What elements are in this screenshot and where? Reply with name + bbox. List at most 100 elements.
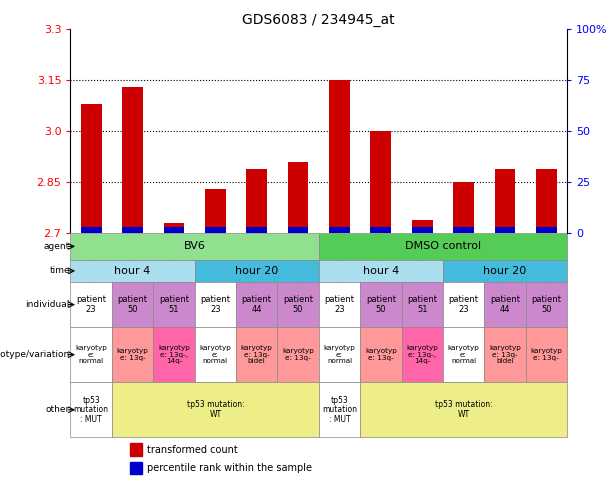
- Bar: [412, 227, 433, 233]
- Text: tp53
mutation
: MUT: tp53 mutation : MUT: [74, 396, 109, 424]
- Text: karyotyp
e: 13q-
bidel: karyotyp e: 13q- bidel: [489, 345, 521, 364]
- Bar: [164, 227, 185, 233]
- Bar: [370, 131, 391, 233]
- Text: patient
50: patient 50: [118, 295, 148, 314]
- Text: karyotyp
e:
normal: karyotyp e: normal: [199, 345, 231, 364]
- Bar: [70, 282, 112, 327]
- Bar: [319, 327, 360, 382]
- Text: patient
51: patient 51: [159, 295, 189, 314]
- Bar: [112, 382, 319, 437]
- Text: patient
50: patient 50: [283, 295, 313, 314]
- Bar: [495, 169, 516, 233]
- Text: genotype/variation: genotype/variation: [0, 350, 70, 359]
- Bar: [130, 462, 142, 474]
- Bar: [526, 327, 567, 382]
- Bar: [130, 443, 142, 456]
- Bar: [287, 162, 308, 233]
- Text: karyotyp
e:
normal: karyotyp e: normal: [324, 345, 356, 364]
- Bar: [277, 327, 319, 382]
- Bar: [360, 382, 567, 437]
- Bar: [453, 182, 474, 233]
- Bar: [277, 282, 319, 327]
- Bar: [360, 282, 402, 327]
- Bar: [412, 220, 433, 233]
- Bar: [536, 169, 557, 233]
- Bar: [443, 260, 567, 282]
- Text: tp53 mutation:
WT: tp53 mutation: WT: [186, 400, 244, 419]
- Bar: [164, 223, 185, 233]
- Text: karyotyp
e: 13q-: karyotyp e: 13q-: [530, 348, 562, 361]
- Text: karyotyp
e:
normal: karyotyp e: normal: [447, 345, 479, 364]
- Bar: [70, 260, 195, 282]
- Bar: [484, 327, 525, 382]
- Text: other: other: [46, 405, 70, 414]
- Bar: [246, 227, 267, 233]
- Bar: [122, 87, 143, 233]
- Text: individual: individual: [26, 300, 70, 309]
- Bar: [122, 227, 143, 233]
- Text: hour 20: hour 20: [235, 266, 278, 276]
- Text: tp53
mutation
: MUT: tp53 mutation : MUT: [322, 396, 357, 424]
- Bar: [195, 260, 319, 282]
- Text: BV6: BV6: [184, 242, 205, 252]
- Text: patient
44: patient 44: [242, 295, 272, 314]
- Text: patient
50: patient 50: [531, 295, 562, 314]
- Bar: [443, 327, 484, 382]
- Bar: [453, 227, 474, 233]
- Text: karyotyp
e: 13q-: karyotyp e: 13q-: [282, 348, 314, 361]
- Bar: [81, 227, 102, 233]
- Bar: [153, 327, 195, 382]
- Text: agent: agent: [44, 242, 70, 251]
- Bar: [370, 227, 391, 233]
- Bar: [205, 227, 226, 233]
- Bar: [536, 227, 557, 233]
- Text: tp53 mutation:
WT: tp53 mutation: WT: [435, 400, 492, 419]
- Text: DMSO control: DMSO control: [405, 242, 481, 252]
- Text: patient
23: patient 23: [449, 295, 479, 314]
- Bar: [70, 233, 319, 260]
- Text: patient
51: patient 51: [407, 295, 437, 314]
- Bar: [495, 227, 516, 233]
- Bar: [112, 327, 153, 382]
- Text: karyotyp
e: 13q-,
14q-: karyotyp e: 13q-, 14q-: [158, 345, 190, 364]
- Text: patient
44: patient 44: [490, 295, 520, 314]
- Bar: [205, 189, 226, 233]
- Bar: [319, 233, 567, 260]
- Text: patient
23: patient 23: [324, 295, 354, 314]
- Bar: [443, 282, 484, 327]
- Bar: [329, 227, 350, 233]
- Bar: [319, 282, 360, 327]
- Bar: [319, 260, 443, 282]
- Bar: [153, 282, 195, 327]
- Text: time: time: [50, 267, 70, 275]
- Text: hour 20: hour 20: [483, 266, 527, 276]
- Text: transformed count: transformed count: [148, 444, 238, 455]
- Text: karyotyp
e: 13q-: karyotyp e: 13q-: [365, 348, 397, 361]
- Bar: [195, 327, 236, 382]
- Bar: [287, 227, 308, 233]
- Bar: [329, 80, 350, 233]
- Text: hour 4: hour 4: [115, 266, 151, 276]
- Bar: [402, 327, 443, 382]
- Bar: [526, 282, 567, 327]
- Text: patient
23: patient 23: [76, 295, 106, 314]
- Text: karyotyp
e:
normal: karyotyp e: normal: [75, 345, 107, 364]
- Bar: [70, 327, 112, 382]
- Text: karyotyp
e: 13q-
bidel: karyotyp e: 13q- bidel: [241, 345, 273, 364]
- Text: hour 4: hour 4: [363, 266, 399, 276]
- Bar: [236, 282, 277, 327]
- Bar: [360, 327, 402, 382]
- Bar: [319, 382, 360, 437]
- Text: patient
23: patient 23: [200, 295, 230, 314]
- Bar: [246, 169, 267, 233]
- Bar: [81, 104, 102, 233]
- Title: GDS6083 / 234945_at: GDS6083 / 234945_at: [243, 13, 395, 27]
- Text: percentile rank within the sample: percentile rank within the sample: [148, 463, 313, 473]
- Text: karyotyp
e: 13q-: karyotyp e: 13q-: [116, 348, 148, 361]
- Bar: [195, 282, 236, 327]
- Bar: [484, 282, 525, 327]
- Bar: [236, 327, 277, 382]
- Bar: [402, 282, 443, 327]
- Text: karyotyp
e: 13q-,
14q-: karyotyp e: 13q-, 14q-: [406, 345, 438, 364]
- Bar: [70, 382, 112, 437]
